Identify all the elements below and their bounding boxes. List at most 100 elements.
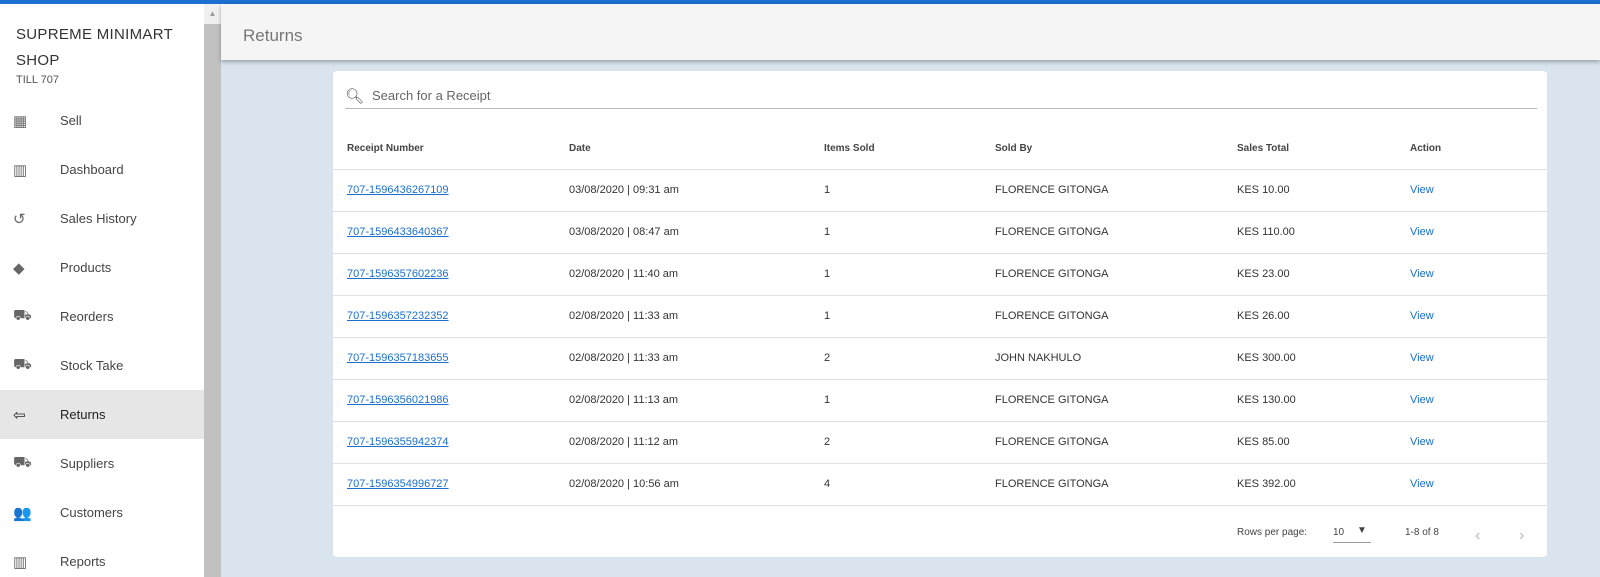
shop-name: SUPREME MINIMART SHOP [16,26,173,69]
sidebar-item-label: Returns [60,407,106,422]
table-cell: 02/08/2020 | 11:13 am [569,379,824,422]
receipt-link[interactable]: 707-1596357602236 [347,268,449,280]
top-accent-bar [0,0,1600,4]
sidebar-item-label: Sell [60,113,82,128]
sidebar-item-label: Customers [60,505,123,520]
cell-value: KES 85.00 [1237,436,1290,448]
tag-icon: ◆ [13,259,25,277]
search-input[interactable] [372,88,1537,103]
table-cell: 707-1596357183655 [333,337,569,380]
table-cell: 707-1596357232352 [333,295,569,338]
table-cell: 02/08/2020 | 11:33 am [569,295,824,338]
rows-per-page-value: 10 [1333,527,1345,538]
table-cell: KES 85.00 [1237,421,1410,464]
receipt-link[interactable]: 707-1596357183655 [347,352,449,364]
bar-chart-icon: ▥ [13,161,28,179]
sidebar-item-dashboard[interactable]: ▥ Dashboard [0,145,204,194]
table-row: 707-1596355942374 02/08/2020 | 11:12 am 2 F… [333,421,1547,464]
table-cell: KES 300.00 [1237,337,1410,380]
column-header: Date [569,128,824,170]
table-cell: View [1410,337,1547,380]
table-row: 707-1596436267109 03/08/2020 | 09:31 am 1 F… [333,169,1547,212]
cell-value: 1 [824,310,831,322]
sidebar-item-reorders[interactable]: ⛟ Reorders [0,292,204,341]
table-cell: 02/08/2020 | 11:12 am [569,421,824,464]
table-cell: 03/08/2020 | 09:31 am [569,169,824,212]
cell-value: FLORENCE GITONGA [995,478,1109,490]
sidebar-item-suppliers[interactable]: ⛟ Suppliers [0,439,204,488]
table-cell: 2 [824,421,995,464]
scroll-up-icon[interactable]: ▲ [204,4,221,24]
table-cell: FLORENCE GITONGA [995,421,1237,464]
receipt-link[interactable]: 707-1596436267109 [347,184,449,196]
sidebar-item-label: Suppliers [60,456,115,471]
table-cell: 1 [824,253,995,296]
history-icon: ↺ [13,210,26,228]
cell-value: FLORENCE GITONGA [995,394,1109,406]
table-cell: FLORENCE GITONGA [995,253,1237,296]
rows-per-page-select[interactable]: 10 ▼ [1333,521,1371,543]
till-number: TILL 707 [16,74,60,86]
table-cell: FLORENCE GITONGA [995,295,1237,338]
table-cell: 1 [824,379,995,422]
rows-per-page-label: Rows per page: [1237,527,1308,538]
table-cell: 03/08/2020 | 08:47 am [569,211,824,254]
search-icon: 🔍︎ [345,87,365,105]
sidebar-item-stock-take[interactable]: ⛟ Stock Take [0,341,204,390]
receipt-link[interactable]: 707-1596433640367 [347,226,449,238]
view-button[interactable]: View [1410,394,1434,406]
column-header: Sales Total [1237,128,1410,170]
sidebar-item-returns[interactable]: ⇦ Returns [0,390,204,439]
receipt-link[interactable]: 707-1596357232352 [347,310,449,322]
cell-value: 02/08/2020 | 11:40 am [569,268,679,280]
cell-value: 02/08/2020 | 11:12 am [569,436,679,448]
cell-value: 4 [824,478,831,490]
cell-value: 03/08/2020 | 09:31 am [569,184,679,196]
view-button[interactable]: View [1410,184,1434,196]
receipts-table: Receipt Number Date Items Sold Sold By Sales… [333,128,1547,506]
table-cell: 707-1596433640367 [333,211,569,254]
table-cell: View [1410,169,1547,212]
cell-value: FLORENCE GITONGA [995,310,1109,322]
receipt-link[interactable]: 707-1596356021986 [347,394,449,406]
cell-value: 1 [824,184,831,196]
view-button[interactable]: View [1410,352,1434,364]
view-button[interactable]: View [1410,478,1434,490]
sidebar-scrollbar[interactable]: ▲ [204,4,221,577]
cell-value: 2 [824,436,831,448]
receipt-link[interactable]: 707-1596354996727 [347,478,449,490]
page-header: Returns [221,4,1600,60]
table-cell: 1 [824,211,995,254]
table-cell: KES 23.00 [1237,253,1410,296]
sidebar-item-sell[interactable]: ▦ Sell [0,96,204,145]
cell-value: KES 300.00 [1237,352,1296,364]
cell-value: KES 130.00 [1237,394,1296,406]
table-cell: 707-1596356021986 [333,379,569,422]
table-cell: View [1410,379,1547,422]
cell-value: FLORENCE GITONGA [995,268,1109,280]
truck-icon: ⛟ [13,307,32,324]
sidebar-item-products[interactable]: ◆ Products [0,243,204,292]
view-button[interactable]: View [1410,310,1434,322]
sidebar-item-customers[interactable]: 👥 Customers [0,488,204,537]
table-row: 707-1596433640367 03/08/2020 | 08:47 am 1 F… [333,211,1547,254]
view-button[interactable]: View [1410,268,1434,280]
table-cell: FLORENCE GITONGA [995,379,1237,422]
page-range: 1-8 of 8 [1405,527,1439,538]
table-row: 707-1596357232352 02/08/2020 | 11:33 am 1 F… [333,295,1547,338]
column-header: Receipt Number [333,128,569,170]
previous-page-button[interactable]: ‹ [1475,527,1481,544]
sidebar-item-reports[interactable]: ▥ Reports [0,537,204,577]
next-page-button[interactable]: › [1519,527,1525,544]
receipt-link[interactable]: 707-1596355942374 [347,436,449,448]
view-button[interactable]: View [1410,226,1434,238]
cell-value: 02/08/2020 | 11:33 am [569,310,679,322]
table-cell: 1 [824,169,995,212]
table-cell: KES 26.00 [1237,295,1410,338]
table-cell: KES 392.00 [1237,463,1410,506]
cell-value: 03/08/2020 | 08:47 am [569,226,679,238]
view-button[interactable]: View [1410,436,1434,448]
sidebar-item-sales-history[interactable]: ↺ Sales History [0,194,204,243]
cell-value: KES 26.00 [1237,310,1290,322]
table-cell: 2 [824,337,995,380]
